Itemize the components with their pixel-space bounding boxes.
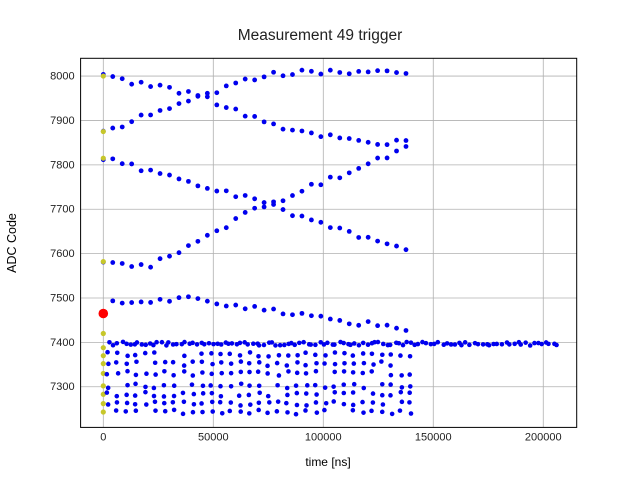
svg-text:0: 0 [100,432,106,444]
svg-text:7800: 7800 [50,159,74,171]
svg-text:200000: 200000 [525,432,562,444]
svg-text:ADC Code: ADC Code [5,213,19,273]
svg-text:time [ns]: time [ns] [305,455,350,469]
svg-text:7300: 7300 [50,381,74,393]
svg-text:7900: 7900 [50,115,74,127]
svg-text:7700: 7700 [50,204,74,216]
svg-text:50000: 50000 [198,432,229,444]
svg-text:150000: 150000 [415,432,452,444]
svg-text:7400: 7400 [50,337,74,349]
svg-text:7600: 7600 [50,248,74,260]
svg-text:7500: 7500 [50,293,74,305]
svg-text:8000: 8000 [50,71,74,83]
svg-text:100000: 100000 [305,432,342,444]
